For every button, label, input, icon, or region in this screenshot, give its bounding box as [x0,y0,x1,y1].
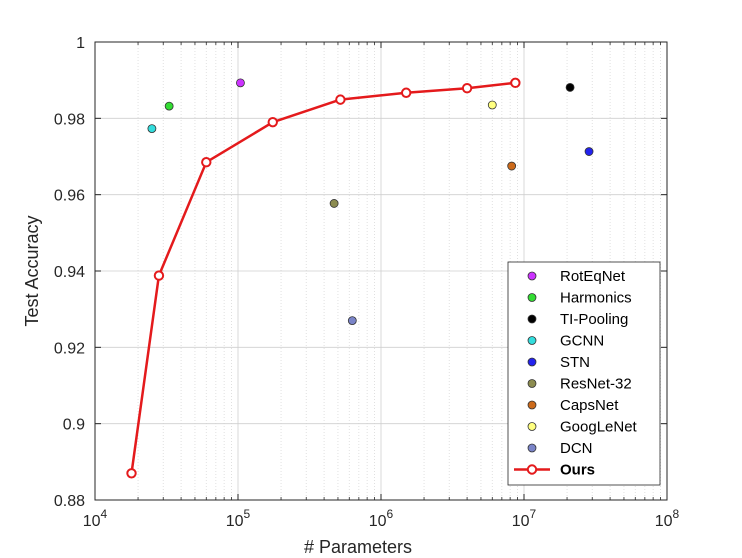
tick-labels: 104 105 106 107 108 0.88 0.9 0.92 0.94 0.96 0.98 1 [54,35,680,530]
y-tick-label: 0.98 [54,111,85,128]
legend-label-ti-pooling: TI-Pooling [560,311,628,328]
x-tick-label: 106 [369,507,394,530]
data-point-ours [400,87,412,98]
legend-marker-capsnet [527,400,537,410]
y-tick-label: 0.88 [54,493,85,510]
data-point-ours [201,157,212,168]
series-layer [126,77,594,479]
legend-label-gcnn: GCNN [560,333,604,350]
legend-label-harmonics: Harmonics [560,290,632,307]
legend-marker-gcnn [527,336,537,345]
legend-marker-ours [526,464,538,475]
legend-marker-resnet-32 [527,379,537,388]
y-tick-label: 0.96 [54,188,85,205]
axis-ticks [94,41,668,501]
legend-marker-ti-pooling [527,314,537,324]
y-axis-label: Test Accuracy [22,215,42,326]
data-point-capsnet [507,161,517,171]
legend-marker-stn [527,357,537,367]
y-tick-label: 0.94 [54,264,85,281]
data-point-ours [510,77,521,89]
data-point-dcn [347,316,357,326]
x-tick-label: 108 [655,507,680,530]
data-point-ti-pooling [565,83,575,92]
data-point-gcnn [147,124,157,134]
legend-marker-dcn [527,443,537,453]
x-tick-label: 105 [226,507,251,530]
legend-label-resnet-32: ResNet-32 [560,376,632,393]
data-point-ours [461,82,473,94]
data-point-ours [153,270,165,281]
legend-marker-roteqnet [527,271,537,281]
x-axis-label: # Parameters [304,537,412,557]
legend-label-dcn: DCN [560,440,593,457]
legend-label-capsnet: CapsNet [560,397,619,414]
data-point-stn [584,147,594,156]
y-tick-label: 0.92 [54,340,85,357]
data-point-harmonics [164,101,174,111]
data-point-roteqnet [236,78,245,88]
legend-label-stn: STN [560,354,590,371]
legend-marker-harmonics [527,293,537,302]
data-point-ours [267,116,278,128]
legend-marker-googlenet [527,422,537,431]
x-tick-label: 104 [83,507,108,530]
data-point-resnet-32 [329,199,339,208]
data-point-googlenet [487,100,497,110]
data-point-ours [335,94,346,105]
data-point-ours [126,468,137,479]
y-tick-label: 1 [76,35,85,52]
y-tick-label: 0.9 [63,417,85,434]
series-line-ours [130,81,516,474]
legend: RotEqNet Harmonics TI-Pooling GCNN STN ResNet… [507,261,661,486]
legend-label-ours: Ours [560,462,595,479]
x-tick-label: 107 [512,507,537,530]
legend-label-roteqnet: RotEqNet [560,268,626,285]
legend-label-googlenet: GoogLeNet [560,419,638,436]
